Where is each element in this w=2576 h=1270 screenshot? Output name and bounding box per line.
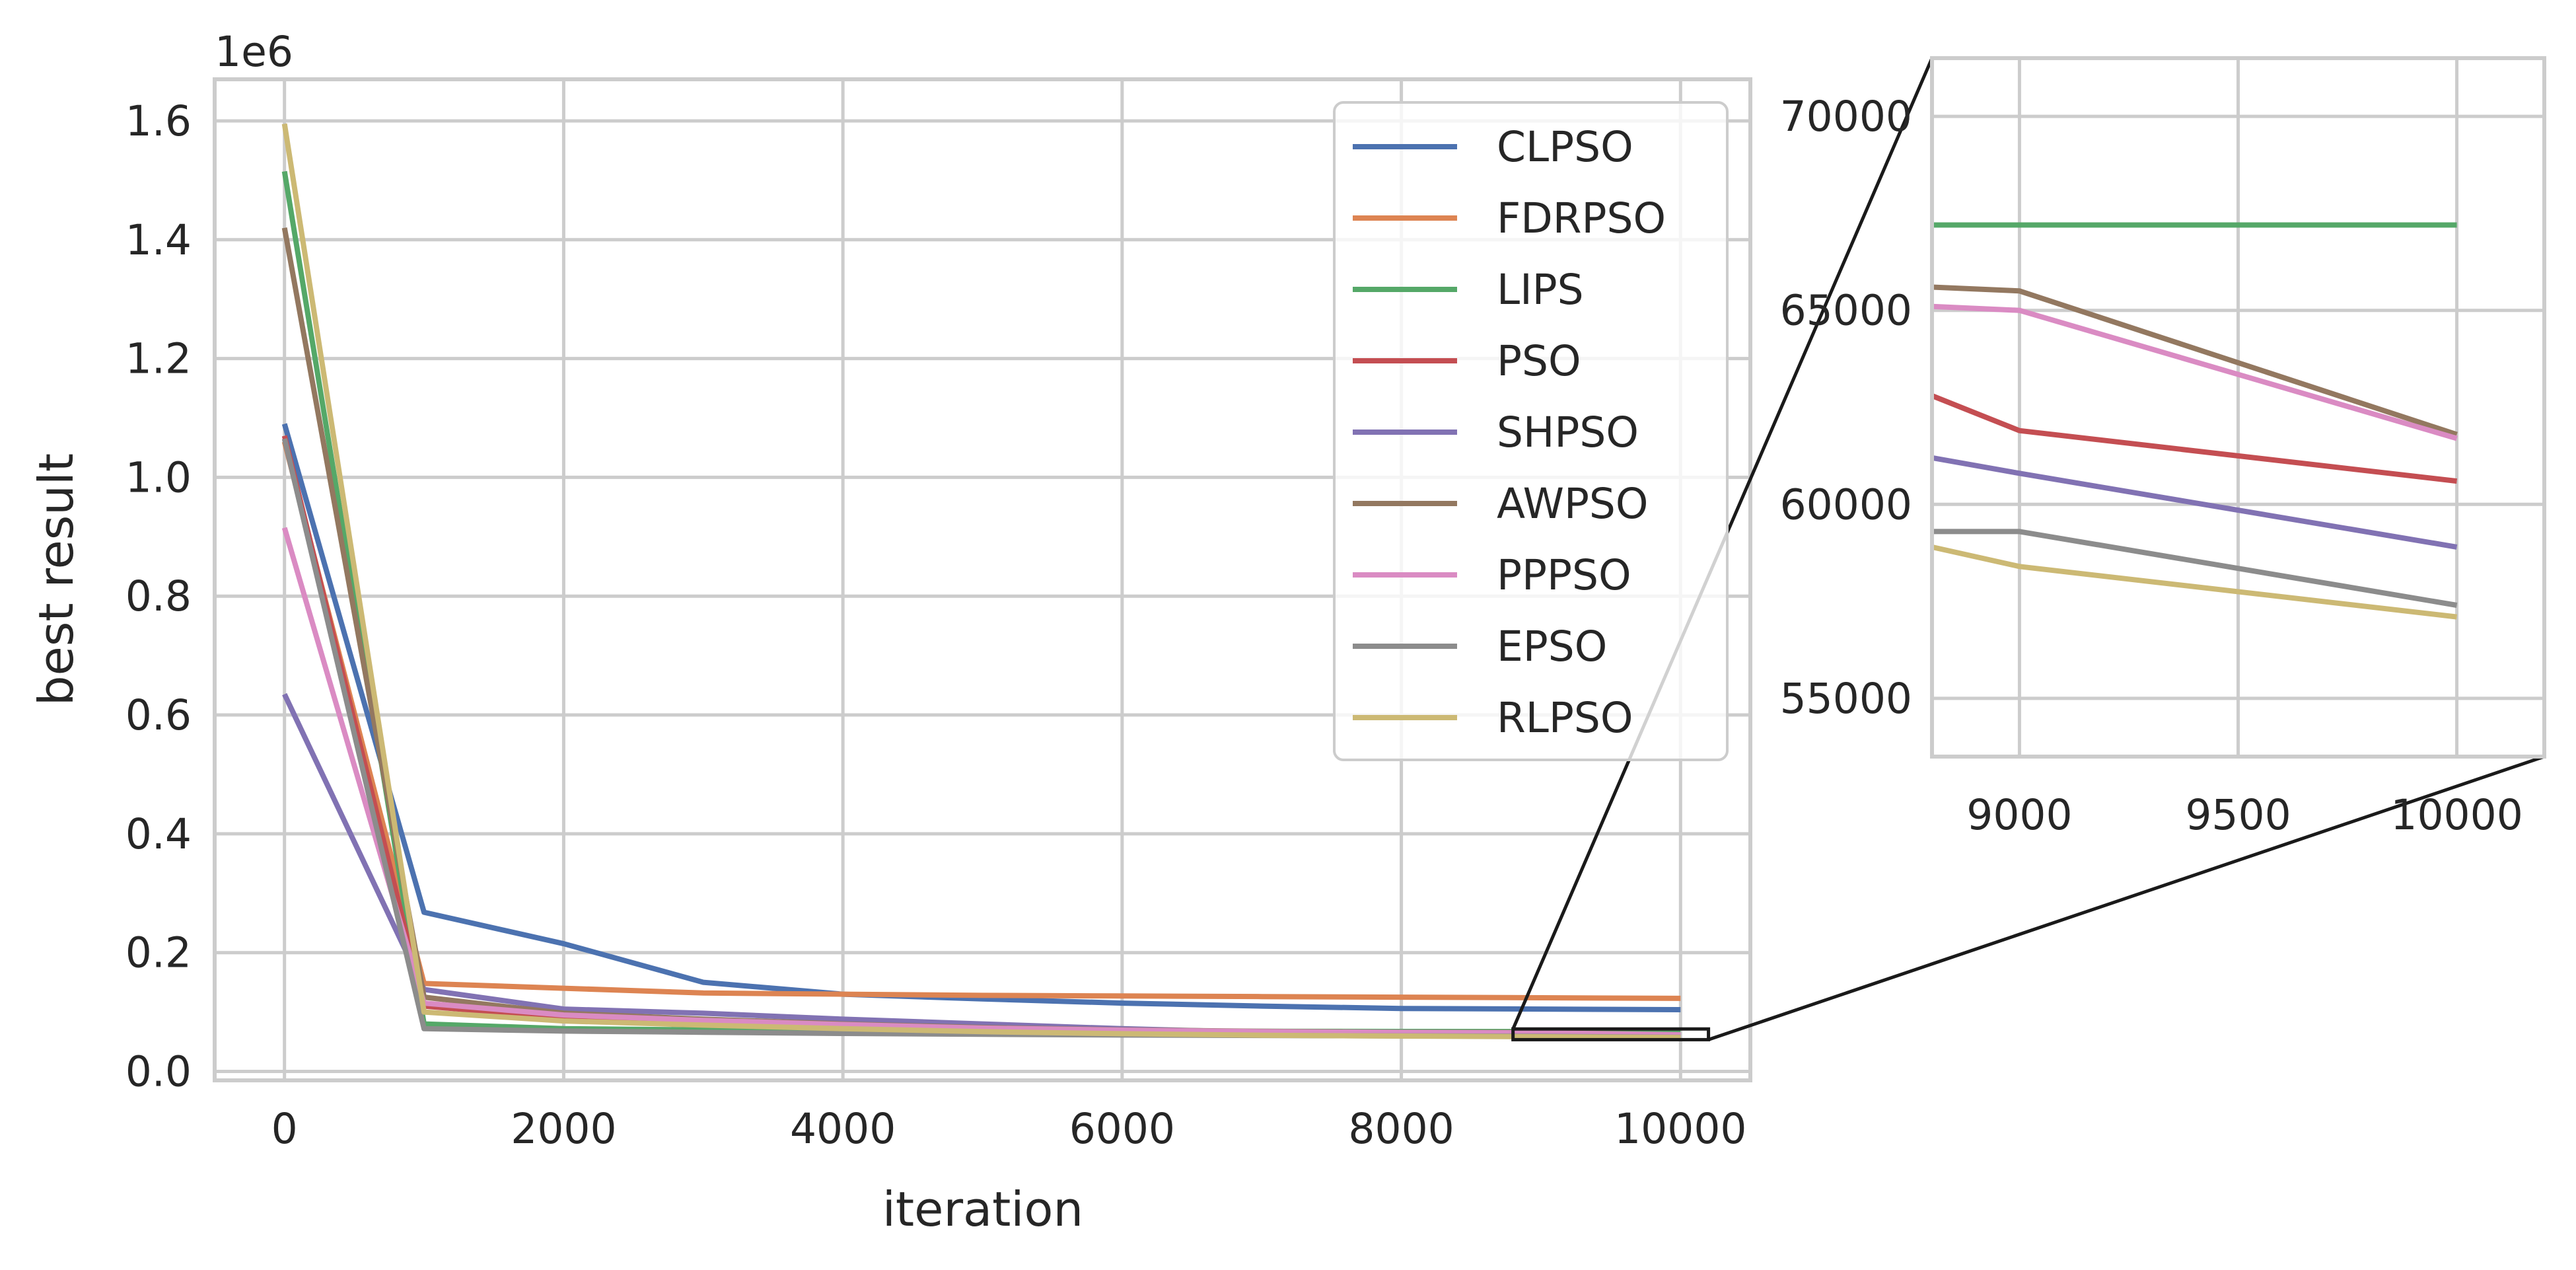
inset-x-tick-label: 9500 [2185,791,2291,839]
legend-label-lips: LIPS [1497,266,1584,314]
inset-series-line-rlpso [1931,544,2458,620]
legend-label-epso: EPSO [1497,622,1607,671]
inset-series-line-pppso [1931,303,2458,441]
inset-y-tick-label: 60000 [1780,480,1912,529]
y-multiplier-label: 1e6 [215,28,293,76]
legend-label-pppso: PPPSO [1497,551,1631,599]
main-axes-frame [213,77,1752,1082]
main-x-tick-label: 8000 [1348,1105,1454,1153]
inset-y-tick-label: 70000 [1780,93,1912,141]
inset-series-line-awpso [1931,284,2458,437]
inset-x-tick-label: 9000 [1966,791,2072,839]
main-x-tick-label: 4000 [790,1105,896,1153]
series-line-fdrpso [281,441,1681,1001]
legend-label-awpso: AWPSO [1497,480,1649,528]
main-y-tick-label: 0.2 [125,929,192,977]
main-y-tick-label: 1.6 [125,97,192,145]
main-series-lines [281,123,1681,1041]
main-y-tick-label: 0.4 [125,810,192,858]
inset-x-tick-labels: 9000 9500 10000 [1966,791,2523,839]
zoom-region-rect [1511,1027,1711,1041]
x-axis-label: iteration [882,1181,1083,1237]
main-x-tick-label: 10000 [1614,1105,1746,1153]
legend-label-fdrpso: FDRPSO [1497,194,1666,243]
inset-y-tick-label: 55000 [1780,675,1912,723]
legend-label-clpso: CLPSO [1497,123,1633,171]
main-y-tick-labels: 0.0 0.2 0.4 0.6 0.8 1.0 1.2 1.4 1.6 [125,97,192,1096]
main-y-tick-label: 1.2 [125,335,192,383]
inset-y-tick-label: 65000 [1780,287,1912,335]
main-y-tick-label: 0.8 [125,572,192,620]
inset-series-line-shpso [1931,455,2458,550]
legend-label-shpso: SHPSO [1497,408,1639,457]
inset-axes-frame [1930,56,2546,759]
main-x-tick-label: 0 [271,1105,298,1153]
main-y-tick-label: 1.4 [125,216,192,264]
legend-label-pso: PSO [1497,337,1581,385]
zoom-connector-bottom [1707,755,2545,1041]
main-y-tick-label: 1.0 [125,453,192,502]
series-line-rlpso [281,123,1681,1041]
main-y-tick-label: 0.0 [125,1048,192,1096]
inset-series-line-epso [1932,529,2458,608]
series-line-pppso [281,527,1681,1037]
series-line-clpso [281,423,1681,1012]
main-x-tick-labels: 0 2000 4000 6000 8000 10000 [271,1105,1747,1153]
legend: CLPSO FDRPSO LIPS PSO SHPSO AWPSO PPPSO EPSO RLP… [1333,101,1729,761]
legend-box [1333,101,1729,761]
inset-y-tick-labels: 55000 60000 65000 70000 [1780,93,1912,723]
main-x-tick-label: 2000 [511,1105,616,1153]
y-axis-label: best result [28,453,84,706]
inset-grid [1932,58,2544,757]
inset-series-line-pso [1931,393,2458,484]
legend-label-rlpso: RLPSO [1497,694,1633,742]
main-y-tick-label: 0.6 [125,691,192,739]
main-x-tick-label: 6000 [1069,1105,1175,1153]
inset-series-lines [1931,222,2458,620]
inset-x-tick-label: 10000 [2390,791,2522,839]
